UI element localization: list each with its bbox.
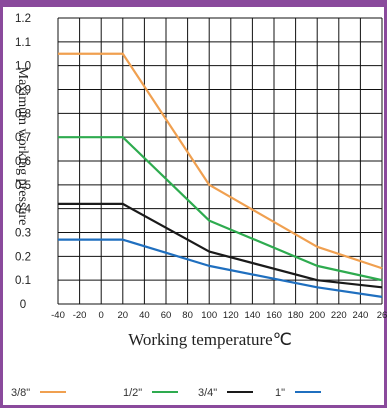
x-tick-labels: -40 -20 0 20 40 60 80 100 120 140 160 180 200 220 240 2… xyxy=(51,310,387,321)
legend-label: 3/4" xyxy=(198,387,218,399)
x-tick-label: -20 xyxy=(73,310,87,321)
y-tick-label: 0.2 xyxy=(15,251,31,263)
legend-label: 3/8" xyxy=(11,387,31,399)
legend-label: 1/2" xyxy=(123,387,143,399)
x-tick-label: -40 xyxy=(51,310,65,321)
x-tick-label: 140 xyxy=(244,310,260,321)
legend-swatch xyxy=(227,391,254,394)
y-tick-label: 0.3 xyxy=(15,228,31,240)
x-tick-label: 180 xyxy=(288,310,304,321)
y-tick-label: 0.4 xyxy=(15,204,32,216)
y-tick-label: 1.1 xyxy=(15,37,31,49)
x-tick-label: 40 xyxy=(139,310,150,321)
x-tick-label: 200 xyxy=(309,310,325,321)
x-tick-label: 20 xyxy=(118,310,129,321)
x-tick-label: 220 xyxy=(331,310,347,321)
x-tick-label: 26 xyxy=(377,310,387,321)
legend-item: 3/8" xyxy=(11,387,67,399)
x-tick-label: 0 xyxy=(99,310,104,321)
y-tick-label: 1.0 xyxy=(15,61,31,73)
legend-item: 1/2" xyxy=(123,387,179,399)
y-tick-label: 0.5 xyxy=(15,180,31,192)
y-tick-label: 0.6 xyxy=(15,156,31,168)
x-tick-label: 60 xyxy=(161,310,172,321)
legend-swatch xyxy=(40,391,67,394)
y-tick-labels: 0 0.1 0.2 0.3 0.4 0.5 0.6 0.7 0.8 0.9 1.0 1.1 1.2 xyxy=(15,13,32,311)
y-tick-label: 0.1 xyxy=(15,275,31,287)
series-line xyxy=(58,238,383,298)
legend-swatch xyxy=(152,391,179,394)
series-line xyxy=(58,136,383,282)
series-line xyxy=(58,202,383,289)
legend-swatch xyxy=(295,391,322,394)
series-lines xyxy=(58,52,383,298)
y-tick-label: 1.2 xyxy=(15,13,31,25)
x-tick-label: 160 xyxy=(266,310,282,321)
y-tick-label: 0.7 xyxy=(15,132,31,144)
y-tick-label: 0.9 xyxy=(15,85,31,97)
series-line xyxy=(58,52,383,270)
y-tick-label: 0.8 xyxy=(15,108,31,120)
x-tick-label: 240 xyxy=(352,310,368,321)
legend-item: 1" xyxy=(275,387,322,399)
x-tick-label: 120 xyxy=(223,310,239,321)
legend-item: 3/4" xyxy=(198,387,254,399)
legend-label: 1" xyxy=(275,387,286,399)
y-tick-label: 0 xyxy=(20,299,26,311)
y-axis-label: Maximum working pressure xyxy=(15,66,30,226)
x-tick-label: 80 xyxy=(182,310,193,321)
x-axis-label: Working temperature℃ xyxy=(128,330,292,349)
grid xyxy=(57,17,383,305)
x-tick-label: 100 xyxy=(201,310,217,321)
